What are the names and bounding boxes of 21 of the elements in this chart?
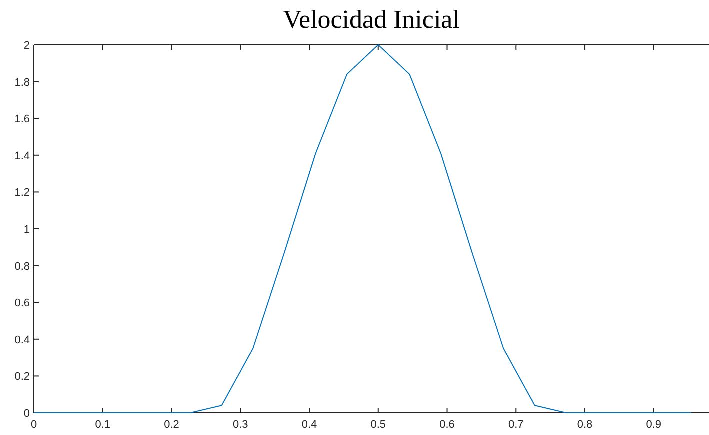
y-tick-label: 1.2: [14, 187, 30, 200]
y-tick-label: 2: [24, 40, 30, 52]
y-tick-label: 0: [24, 408, 30, 420]
chart-title: Velocidad Inicial: [283, 5, 460, 34]
y-tick-label: 0.4: [14, 334, 30, 346]
x-tick-label: 0.5: [370, 419, 386, 431]
x-tick-label: 0.2: [164, 419, 180, 431]
y-tick-label: 1: [24, 224, 30, 236]
y-tick-label: 1.6: [14, 114, 30, 126]
x-tick-label: 0.6: [440, 419, 455, 431]
x-tick-label: 0.4: [302, 419, 318, 431]
x-tick-label: 0.3: [232, 419, 248, 431]
x-tick-label: 0.7: [508, 419, 524, 431]
y-tick-label: 0.2: [14, 371, 30, 384]
x-tick-label: 0.8: [577, 419, 593, 431]
x-tick-label: 0.9: [646, 419, 662, 431]
x-tick-label: 0.1: [95, 419, 111, 431]
y-tick-label: 1.8: [14, 76, 30, 89]
y-tick-label: 0.6: [14, 298, 30, 310]
y-tick-label: 1.4: [14, 150, 30, 162]
y-tick-label: 0.8: [14, 260, 30, 273]
